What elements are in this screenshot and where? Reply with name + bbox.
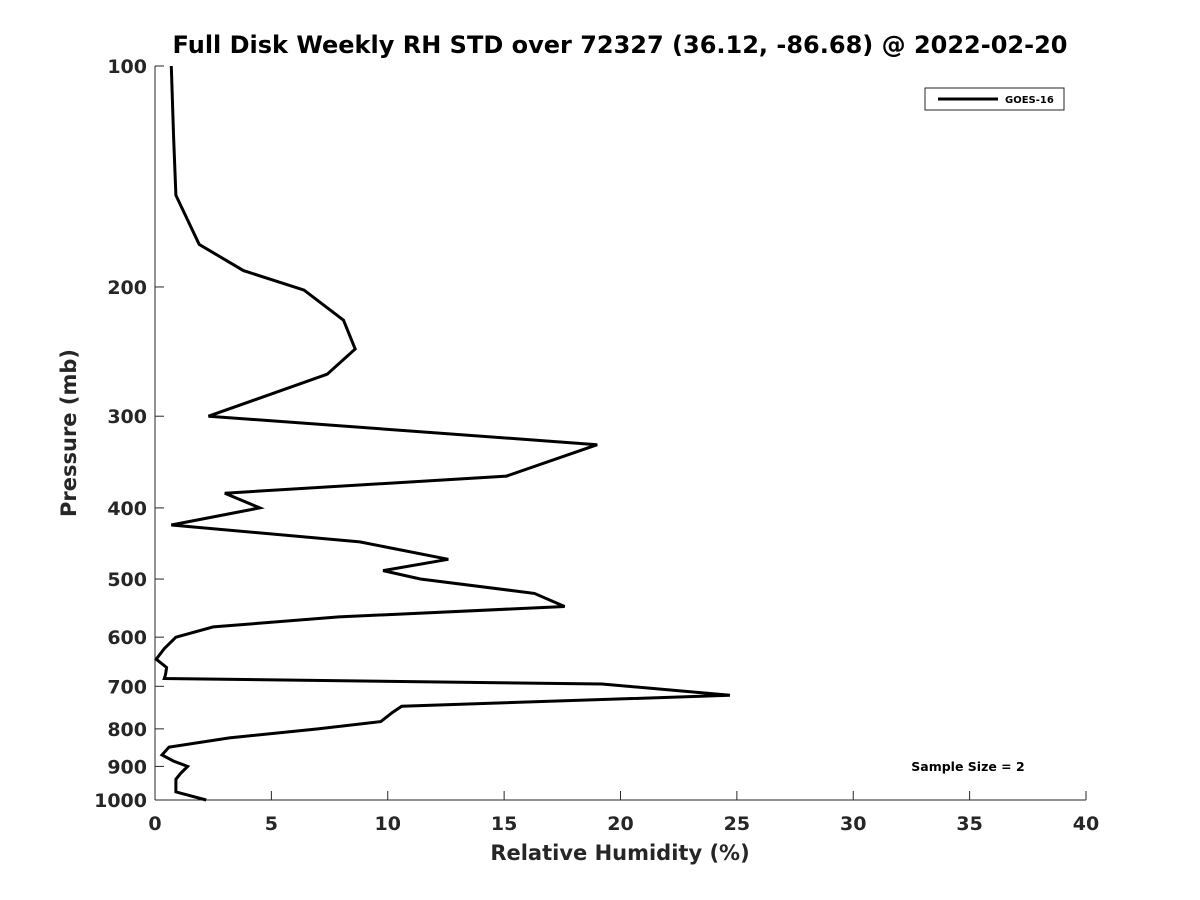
y-axis-label: Pressure (mb) [57,349,81,517]
y-tick-label: 600 [107,627,147,649]
legend-label: GOES-16 [1005,95,1054,106]
x-tick-label: 20 [607,813,633,835]
x-axis-label: Relative Humidity (%) [490,841,749,865]
y-tick-label: 1000 [94,790,147,812]
x-tick-label: 5 [265,813,278,835]
y-tick-label: 400 [107,498,147,520]
y-tick-label: 700 [107,676,147,698]
x-tick-label: 15 [491,813,517,835]
y-tick-label: 100 [107,56,147,78]
x-tick-label: 40 [1073,813,1099,835]
y-tick-label: 500 [107,569,147,591]
series-line [154,65,731,802]
chart-title: Full Disk Weekly RH STD over 72327 (36.1… [173,31,1068,59]
y-tick-label: 800 [107,719,147,741]
y-tick-label: 300 [107,406,147,428]
axes: 0 5 10 15 20 25 30 35 40 100 200 300 400 500 600 700 80… [94,56,1099,835]
x-tick-label: 35 [956,813,982,835]
legend: GOES-16 [924,87,1065,111]
x-ticks: 0 5 10 15 20 25 30 35 40 [148,791,1099,835]
y-tick-label: 900 [107,756,147,778]
x-tick-label: 10 [375,813,401,835]
series-layer [154,65,731,802]
x-tick-label: 25 [724,813,750,835]
x-tick-label: 30 [840,813,866,835]
y-ticks: 100 200 300 400 500 600 700 800 900 1000 [94,56,164,812]
y-tick-label: 200 [107,277,147,299]
x-tick-label: 0 [148,813,161,835]
sample-size-note: Sample Size = 2 [911,759,1024,774]
